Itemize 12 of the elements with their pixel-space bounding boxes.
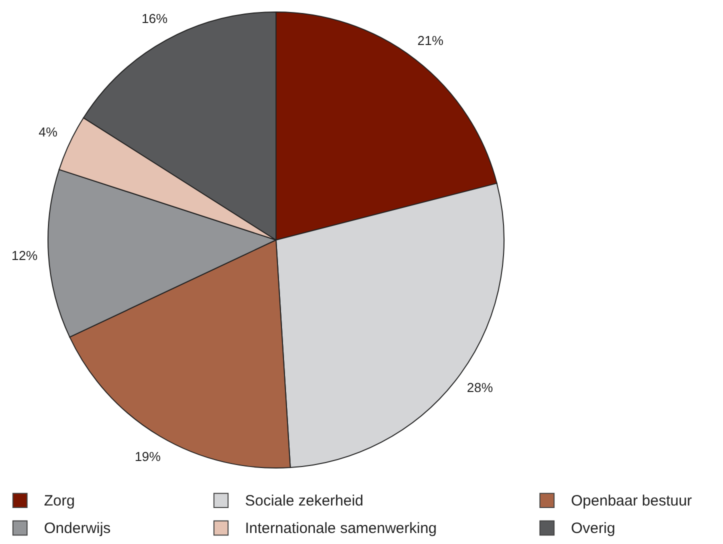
legend-label: Zorg bbox=[44, 492, 75, 510]
data-label: 19% bbox=[134, 448, 162, 464]
data-label: 21% bbox=[417, 32, 444, 48]
data-label: 4% bbox=[38, 124, 58, 140]
legend-label: Overig bbox=[571, 520, 616, 537]
legend-label: Onderwijs bbox=[44, 520, 111, 537]
legend-label: Internationale samenwerking bbox=[245, 520, 437, 537]
legend-label: Sociale zekerheid bbox=[245, 492, 364, 510]
legend-label: Openbaar bestuur bbox=[571, 492, 692, 510]
data-label: 12% bbox=[11, 248, 38, 263]
data-label: 16% bbox=[142, 11, 168, 26]
data-label: 28% bbox=[466, 380, 494, 396]
